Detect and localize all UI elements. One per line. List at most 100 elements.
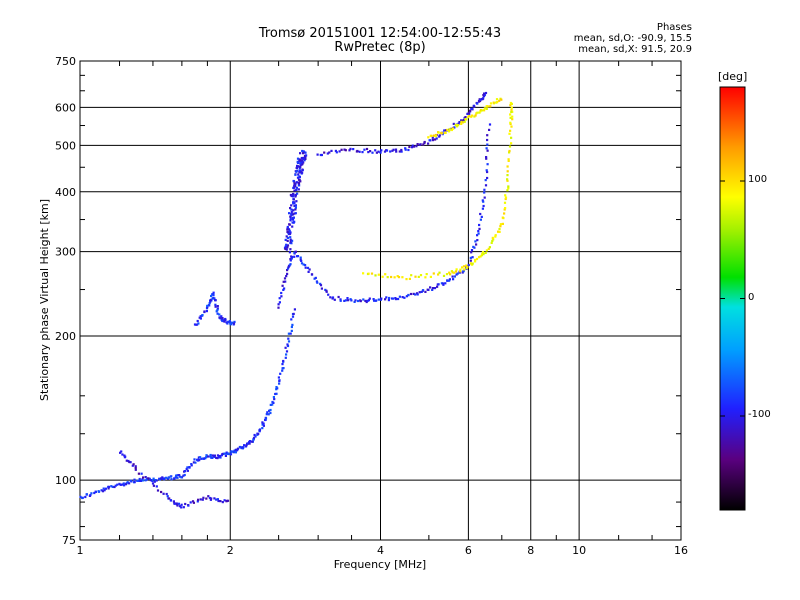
echo-point xyxy=(132,463,135,466)
colorbar-tick-label: -100 xyxy=(748,409,771,420)
echo-point xyxy=(210,294,213,298)
echo-point xyxy=(510,102,513,105)
echo-point xyxy=(287,332,290,335)
echo-point xyxy=(296,176,300,179)
echo-point xyxy=(299,152,302,155)
y-tick-label: 300 xyxy=(55,246,76,259)
echo-point xyxy=(178,505,182,508)
echo-point xyxy=(330,149,333,152)
echo-point xyxy=(380,149,383,152)
echo-point xyxy=(511,115,514,118)
echo-point xyxy=(458,121,461,124)
echo-point xyxy=(350,299,353,302)
echo-point xyxy=(304,264,307,267)
echo-point xyxy=(286,269,289,272)
echo-point xyxy=(294,206,297,209)
echo-point xyxy=(507,159,510,162)
echo-point xyxy=(400,148,403,152)
echo-point xyxy=(407,148,410,152)
echo-point xyxy=(208,496,211,500)
echo-point xyxy=(476,102,479,105)
echo-point xyxy=(202,457,205,460)
echo-point xyxy=(365,147,369,151)
echo-point xyxy=(219,456,222,459)
echo-point xyxy=(476,234,479,237)
echo-point xyxy=(211,293,214,296)
x-tick-label: 4 xyxy=(377,544,384,557)
echo-point xyxy=(186,469,189,472)
echo-point xyxy=(433,134,436,137)
echo-point xyxy=(408,145,411,148)
echo-point xyxy=(509,129,512,132)
echo-point xyxy=(198,459,201,462)
echo-point xyxy=(483,109,486,112)
echo-point xyxy=(116,483,119,486)
y-tick-label: 750 xyxy=(55,55,76,68)
echo-point xyxy=(300,262,304,265)
echo-point xyxy=(423,140,426,144)
echo-point xyxy=(304,151,307,154)
echo-point xyxy=(273,398,276,401)
echo-point xyxy=(209,298,212,302)
echo-point xyxy=(294,173,297,176)
echo-point xyxy=(425,273,428,276)
echo-point xyxy=(460,120,463,123)
echo-point xyxy=(283,277,287,280)
echo-point xyxy=(290,204,293,207)
echo-point xyxy=(213,454,216,457)
echo-point xyxy=(486,163,489,166)
echo-point xyxy=(495,98,499,101)
echo-point xyxy=(315,280,318,283)
echo-point xyxy=(483,92,486,95)
echo-point xyxy=(481,199,484,202)
echo-point xyxy=(432,272,435,275)
echo-point xyxy=(288,223,291,226)
echo-point xyxy=(298,167,301,170)
echo-point xyxy=(488,128,491,131)
echo-point xyxy=(507,158,510,161)
echo-point xyxy=(429,134,432,137)
echo-point xyxy=(229,453,233,456)
echo-point xyxy=(205,456,208,459)
echo-point xyxy=(266,411,269,414)
echo-point xyxy=(290,194,293,198)
echo-point xyxy=(175,502,178,505)
x-tick-label: 2 xyxy=(227,544,234,557)
echo-point xyxy=(197,498,200,501)
echo-point xyxy=(214,305,217,308)
echo-point xyxy=(507,185,510,188)
echo-point xyxy=(498,227,501,231)
echo-point xyxy=(451,275,454,278)
echo-point xyxy=(299,180,302,183)
echo-point xyxy=(450,270,453,273)
echo-point xyxy=(298,176,301,179)
echo-point xyxy=(484,91,488,95)
echo-point xyxy=(453,275,456,278)
echo-point xyxy=(418,291,421,294)
echo-point xyxy=(338,150,341,153)
echo-point xyxy=(248,440,251,443)
echo-point xyxy=(475,243,478,246)
echo-point xyxy=(165,492,168,496)
echo-point xyxy=(290,256,294,259)
echo-point xyxy=(444,282,447,285)
echo-point xyxy=(289,215,292,218)
echo-point xyxy=(467,263,470,267)
echo-point xyxy=(286,227,289,230)
echo-point xyxy=(243,444,246,447)
echo-point xyxy=(169,475,172,478)
echo-point xyxy=(192,461,195,464)
echo-point xyxy=(511,118,514,121)
echo-point xyxy=(296,192,299,195)
echo-point xyxy=(269,408,272,412)
echo-point xyxy=(437,131,440,134)
echo-point xyxy=(185,467,188,471)
echo-point xyxy=(314,276,317,279)
y-tick-label: 600 xyxy=(55,101,76,114)
echo-point xyxy=(221,501,224,504)
echo-point xyxy=(120,483,123,486)
echo-point xyxy=(510,142,513,145)
echo-point xyxy=(296,255,300,258)
echo-point xyxy=(176,474,179,477)
echo-point xyxy=(448,278,451,281)
